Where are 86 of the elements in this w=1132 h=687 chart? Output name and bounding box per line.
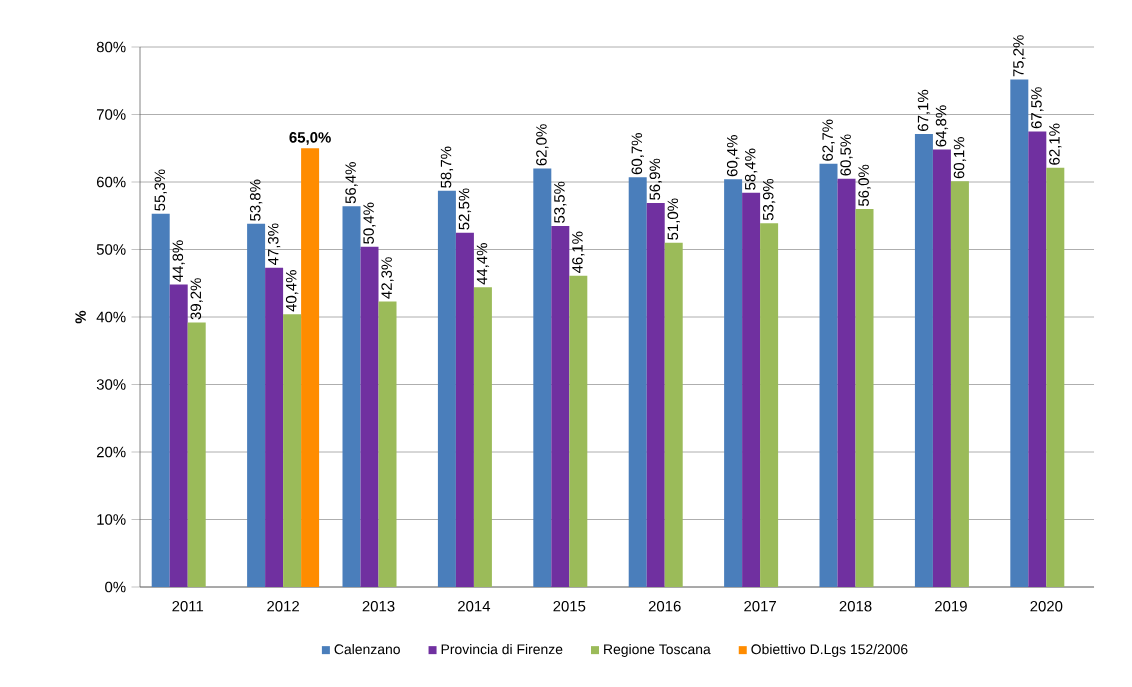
bar: [360, 246, 379, 587]
data-label: 75,2%: [1013, 35, 1026, 77]
data-label: 44,8%: [172, 240, 185, 282]
bar: [760, 223, 779, 587]
bar: [742, 192, 761, 587]
data-label: 60,4%: [726, 135, 740, 177]
bar: [819, 163, 838, 587]
bar: [247, 223, 266, 587]
data-label: 55,3%: [154, 169, 167, 211]
data-label: 60,5%: [840, 134, 853, 176]
data-label: 51,0%: [667, 198, 680, 240]
data-label: 50,4%: [363, 202, 376, 244]
x-tick-label: 2019: [935, 600, 967, 612]
bar: [551, 225, 570, 587]
y-tick-label: 70%: [96, 109, 126, 120]
y-tick-label: 20%: [96, 446, 126, 458]
legend-label: Provincia di Firenze: [441, 643, 563, 655]
bar: [301, 148, 320, 587]
legend-label: Obiettivo D.Lgs 152/2006: [751, 643, 908, 657]
y-tick-label: 50%: [96, 244, 126, 255]
data-label: 62,1%: [1049, 123, 1062, 165]
data-label: 47,3%: [267, 223, 281, 265]
data-label: 60,7%: [631, 133, 644, 175]
data-label: 56,0%: [858, 164, 871, 207]
x-tick-label: 2020: [1030, 600, 1063, 612]
data-label: 64,8%: [935, 105, 949, 147]
data-label: 56,4%: [345, 162, 358, 204]
y-tick-label: 80%: [96, 41, 126, 53]
bar: [1046, 167, 1065, 587]
x-tick-label: 2018: [839, 600, 872, 612]
data-label: 67,5%: [1031, 87, 1044, 129]
bar: [455, 232, 474, 587]
bar: [932, 149, 951, 587]
bar: [664, 242, 683, 587]
x-tick-label: 2012: [267, 600, 299, 612]
bar: [533, 168, 552, 587]
bar: [1010, 79, 1029, 587]
y-tick-label: 30%: [96, 379, 126, 390]
bar: [169, 284, 188, 587]
data-label: 60,1%: [953, 137, 967, 179]
bar: [473, 287, 492, 587]
bar: [1028, 131, 1047, 587]
x-tick-label: 2015: [553, 600, 586, 612]
data-label: 53,9%: [762, 178, 776, 221]
bar: [378, 301, 397, 587]
x-tick-label: 2013: [362, 600, 395, 612]
data-label: 62,0%: [536, 124, 549, 166]
data-label: 53,5%: [554, 181, 567, 223]
y-tick-label: 40%: [96, 311, 126, 323]
bar: [628, 177, 647, 587]
y-tick-label: 0%: [105, 581, 126, 593]
legend-label: Regione Toscana: [604, 643, 711, 657]
bar: [837, 178, 856, 587]
data-label: 56,9%: [649, 158, 662, 200]
bar: [437, 190, 456, 587]
bar: [855, 209, 874, 587]
bar: [646, 202, 665, 587]
data-label: 40,4%: [285, 270, 299, 312]
x-tick-label: 2014: [458, 600, 491, 612]
bar: [914, 134, 933, 587]
bar: [265, 267, 284, 587]
bar: [187, 322, 206, 587]
data-label: 58,4%: [744, 148, 758, 190]
data-label: 39,2%: [190, 278, 203, 320]
data-label: 44,4%: [476, 243, 490, 285]
bar: [283, 314, 302, 587]
data-label: 65,0%: [289, 132, 331, 145]
x-tick-label: 2011: [172, 600, 204, 612]
data-label: 67,1%: [917, 89, 931, 131]
y-axis-title: %: [75, 310, 86, 324]
x-tick-label: 2016: [648, 600, 681, 612]
y-tick-label: 60%: [96, 176, 126, 188]
data-label: 53,8%: [249, 179, 263, 221]
bar: [151, 213, 170, 587]
y-tick-label: 10%: [97, 514, 126, 525]
bar: [342, 206, 361, 587]
legend-label: Calenzano: [334, 643, 400, 655]
x-tick-label: 2017: [744, 600, 776, 612]
bar: [569, 275, 588, 587]
data-label: 46,1%: [572, 231, 585, 274]
data-label: 58,7%: [440, 146, 454, 188]
data-label: 42,3%: [381, 257, 394, 299]
bar: [724, 179, 743, 587]
bar: [950, 181, 969, 587]
data-label: 62,7%: [822, 119, 835, 161]
data-label: 52,5%: [458, 188, 472, 230]
